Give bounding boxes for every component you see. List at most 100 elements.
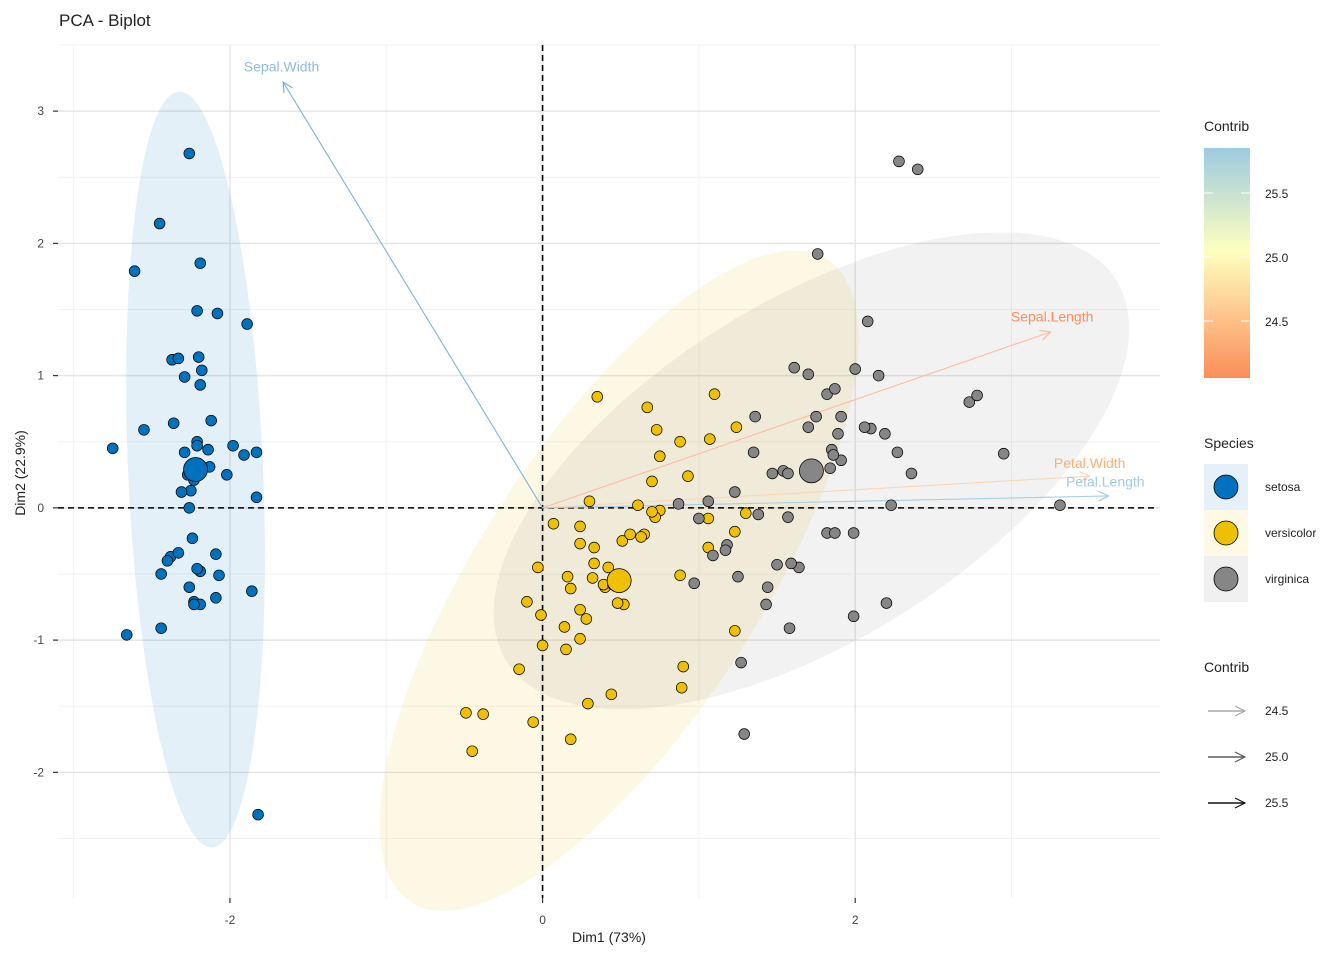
point-setosa — [246, 585, 258, 597]
legend-contrib-gradient-title: Contrib — [1204, 118, 1249, 134]
point-virginica — [761, 581, 774, 593]
point-virginica — [802, 421, 815, 433]
point-setosa — [210, 548, 222, 560]
point-setosa — [172, 547, 185, 559]
point-setosa — [172, 352, 185, 365]
point-virginica — [858, 421, 871, 433]
point-setosa — [250, 446, 263, 459]
point-versicolor — [674, 569, 686, 582]
point-virginica — [752, 508, 765, 521]
variable-label-petal-width: Petal.Width — [1054, 455, 1126, 471]
point-versicolor — [466, 745, 478, 757]
point-virginica — [847, 610, 860, 623]
point-setosa — [155, 568, 167, 580]
legend-contrib-label-low: 24.5 — [1265, 315, 1289, 329]
point-versicolor — [740, 507, 752, 519]
legend-contrib-label-mid: 25.0 — [1265, 251, 1289, 265]
point-virginica — [971, 389, 983, 402]
point-versicolor — [560, 643, 572, 656]
point-virginica — [672, 498, 685, 510]
legend-contrib-gradient: Contrib 25.5 25.0 24.5 — [1204, 118, 1289, 378]
x-tick-label: -2 — [225, 913, 236, 927]
point-setosa — [205, 414, 217, 427]
point-virginica — [885, 499, 897, 511]
point-setosa — [194, 379, 206, 391]
centroid-virginica — [799, 458, 824, 484]
point-versicolor — [558, 621, 571, 633]
point-virginica — [693, 512, 705, 525]
point-virginica — [729, 486, 741, 498]
point-versicolor — [674, 435, 686, 448]
legend-setosa-swatch — [1213, 474, 1239, 500]
legend-arrow-item-high: 25.5 — [1208, 796, 1289, 810]
point-versicolor — [588, 541, 600, 554]
point-virginica — [771, 558, 783, 571]
point-virginica — [905, 467, 918, 480]
point-setosa — [175, 486, 188, 498]
point-virginica — [963, 396, 976, 408]
point-virginica — [861, 315, 874, 328]
legend-virginica-swatch — [1213, 566, 1239, 592]
legend-species-virginica: virginica — [1204, 556, 1309, 602]
legend-arrow-high-label: 25.5 — [1265, 796, 1289, 810]
legend-arrow-item-mid: 25.0 — [1208, 750, 1289, 764]
point-versicolor — [588, 557, 600, 570]
point-versicolor — [477, 708, 489, 720]
point-setosa — [192, 351, 205, 363]
centroid-setosa — [183, 457, 208, 482]
point-setosa — [191, 305, 203, 317]
point-versicolor — [574, 633, 586, 645]
variable-label-sepal-length: Sepal.Length — [1011, 308, 1094, 324]
arrow-sepal-length — [542, 332, 1051, 509]
legend-contrib-arrows: Contrib 24.5 25.0 25.5 — [1204, 659, 1289, 810]
legend-species-title: Species — [1204, 435, 1254, 451]
legend-arrow-mid-label: 25.0 — [1265, 750, 1289, 764]
point-virginica — [893, 155, 905, 168]
point-virginica — [707, 549, 719, 562]
point-versicolor — [729, 525, 741, 538]
y-axis-label: Dim2 (22.9%) — [12, 430, 28, 516]
point-versicolor — [574, 537, 586, 550]
point-versicolor — [591, 391, 604, 403]
y-tick-label: 0 — [37, 501, 44, 515]
point-versicolor — [682, 470, 694, 482]
variable-label-petal-length: Petal.Length — [1066, 474, 1145, 490]
point-virginica — [832, 428, 844, 440]
group-centroids — [183, 457, 824, 594]
point-virginica — [891, 446, 904, 459]
point-setosa — [238, 449, 250, 461]
arrow-sepal-width — [283, 82, 544, 509]
point-versicolor — [532, 561, 544, 574]
point-versicolor — [704, 433, 716, 445]
point-setosa — [183, 581, 196, 593]
legend-contrib-arrows-title: Contrib — [1204, 659, 1249, 675]
point-versicolor — [580, 613, 593, 625]
legend-arrow-item-low: 24.5 — [1208, 704, 1289, 718]
point-versicolor — [521, 596, 533, 608]
point-versicolor — [564, 582, 577, 595]
point-versicolor — [654, 450, 666, 463]
point-setosa — [202, 443, 214, 456]
x-axis-label: Dim1 (73%) — [572, 929, 646, 945]
variable-labels: Sepal.Width Sepal.Length Petal.Width Petal.… — [244, 58, 1145, 489]
legend-species-setosa: setosa — [1204, 464, 1301, 510]
legend-versicolor-label: versicolor — [1265, 526, 1316, 540]
point-setosa — [121, 629, 133, 641]
y-axis-ticks: -2 -1 0 1 2 3 — [33, 104, 58, 779]
point-setosa — [138, 424, 150, 436]
point-versicolor — [677, 660, 689, 673]
centroid-versicolor — [606, 568, 632, 594]
point-virginica — [802, 368, 815, 381]
legend-versicolor-swatch — [1213, 520, 1239, 546]
point-setosa — [191, 562, 203, 575]
y-tick-label: 1 — [37, 369, 44, 383]
point-virginica — [719, 544, 732, 556]
point-setosa — [106, 442, 119, 455]
point-versicolor — [536, 639, 549, 652]
legend-virginica-label: virginica — [1265, 572, 1309, 586]
point-virginica — [788, 361, 800, 374]
point-setosa — [178, 371, 191, 383]
point-virginica — [732, 570, 744, 583]
point-setosa — [186, 532, 199, 545]
point-versicolor — [547, 517, 560, 530]
